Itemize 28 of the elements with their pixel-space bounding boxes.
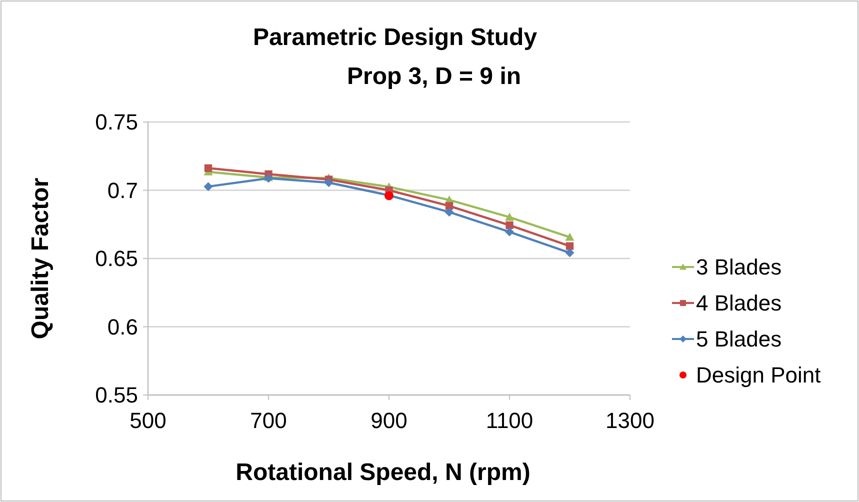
point xyxy=(444,208,454,217)
x-axis-title: Rotational Speed, N (rpm) xyxy=(236,459,530,486)
legend-label: 3 Blades xyxy=(696,254,782,280)
y-tick-label: 0.6 xyxy=(107,314,138,340)
x-tick-label: 500 xyxy=(130,408,166,433)
legend-label: Design Point xyxy=(696,362,821,388)
point xyxy=(566,242,574,250)
x-tick-label: 1100 xyxy=(486,408,534,433)
y-tick-label: 0.55 xyxy=(95,382,138,408)
x-tick-label: 900 xyxy=(370,408,408,433)
y-tick-label: 0.75 xyxy=(95,110,138,135)
point xyxy=(505,212,514,221)
point xyxy=(204,182,213,192)
y-tick-label: 0.7 xyxy=(107,178,138,203)
point xyxy=(204,164,212,172)
point xyxy=(565,232,574,241)
chart-title: Parametric Design Study xyxy=(252,24,538,51)
legend-label: 4 Blades xyxy=(696,290,782,316)
y-tick-label: 0.65 xyxy=(95,246,138,272)
chart-subtitle: Prop 3, D = 9 in xyxy=(346,63,522,90)
y-axis-title: Quality Factor xyxy=(27,178,54,340)
point xyxy=(324,178,334,188)
x-tick-label: 1300 xyxy=(606,408,654,433)
point xyxy=(505,227,514,236)
x-tick-label: 700 xyxy=(250,408,287,433)
point xyxy=(506,221,514,230)
point xyxy=(565,248,574,258)
legend-label: 5 Blades xyxy=(696,326,782,352)
